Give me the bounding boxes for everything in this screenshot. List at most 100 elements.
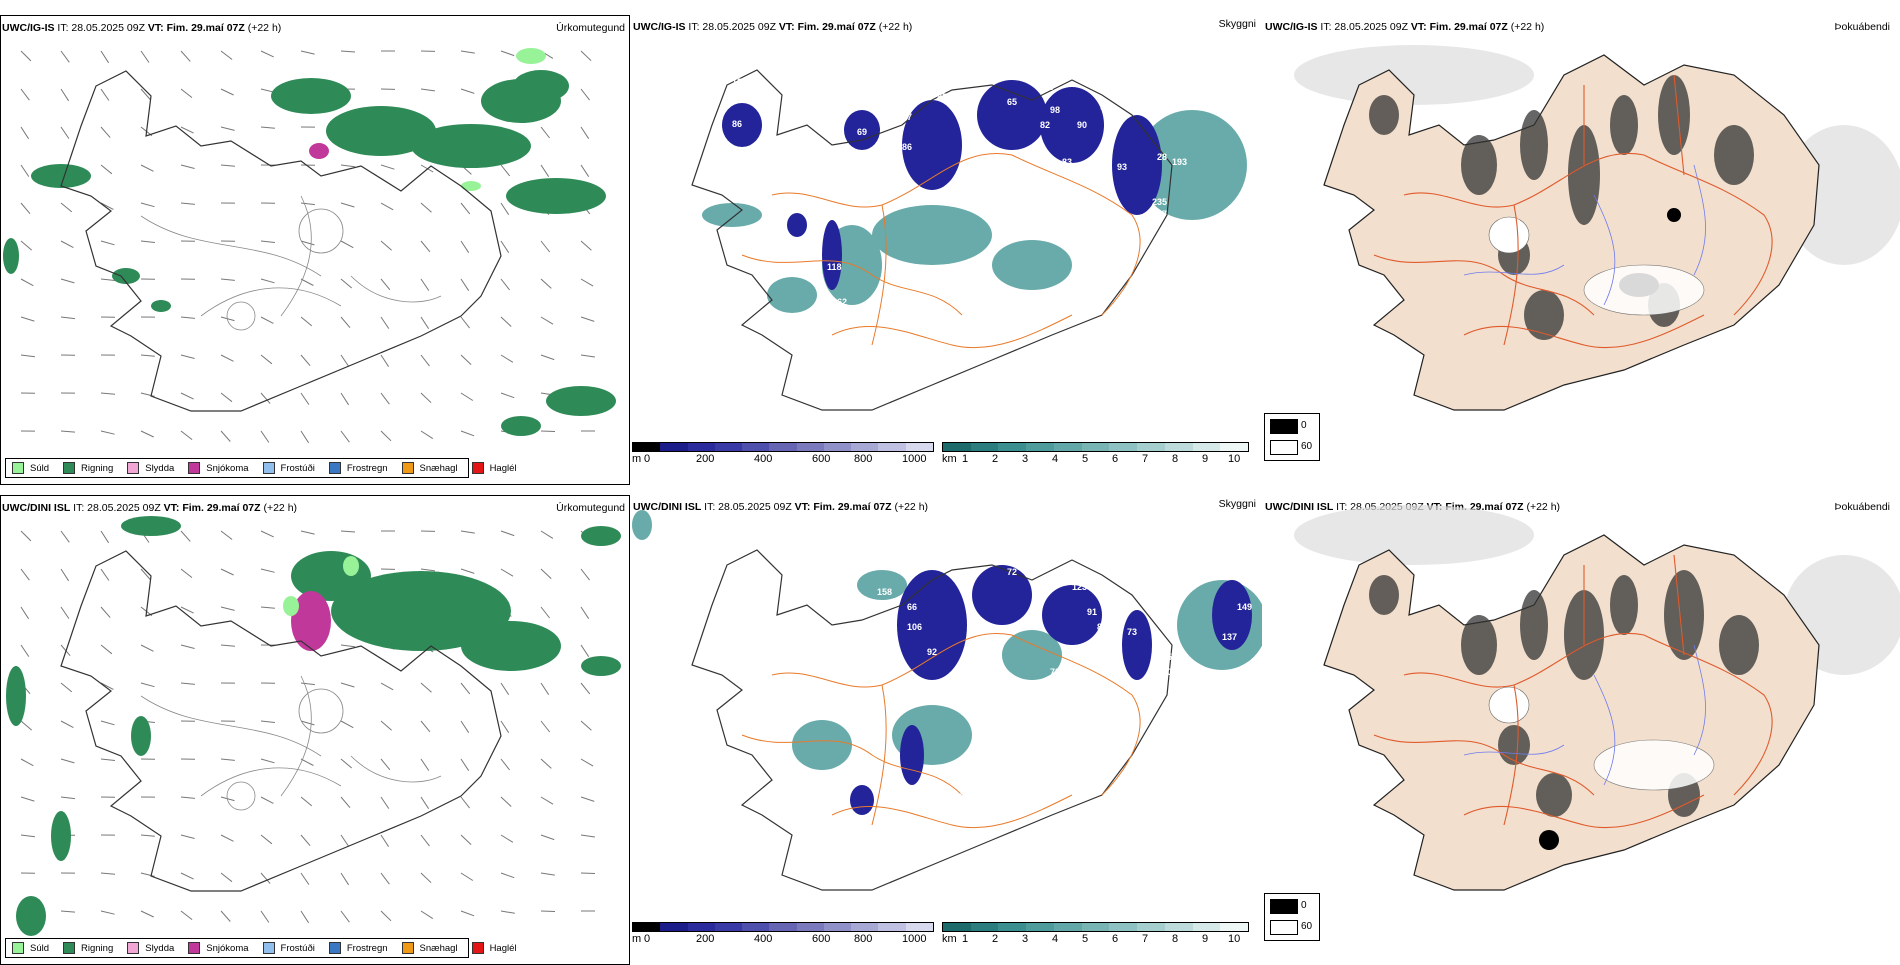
wind-barb (341, 645, 355, 647)
wind-barb (421, 797, 429, 809)
wind-barb (221, 645, 235, 646)
wind-barb (21, 607, 29, 619)
wind-barb (21, 89, 29, 100)
wind-barb (21, 317, 34, 321)
wind-barb (101, 431, 115, 434)
legend-item-slydda: Slydda (127, 942, 174, 954)
colorbar-unit: km (942, 933, 957, 945)
wind-barb (461, 393, 473, 401)
visibility-colorbar-ramp (942, 442, 1249, 452)
wind-barb (381, 355, 389, 367)
wind-barb (581, 721, 591, 730)
wind-barb (581, 51, 591, 61)
wind-barb (501, 797, 511, 807)
wind-barb (101, 531, 109, 543)
wind-barb (101, 569, 109, 581)
wind-barb (421, 911, 433, 919)
colorbar-tick: 3 (1022, 453, 1028, 465)
cloud-base-label: 118 (827, 262, 842, 272)
cloud-base-panel-bottom: UWC/DINI ISL IT: 28.05.2025 09Z VT: Fim.… (632, 495, 1262, 965)
colorbar-unit: m (632, 453, 641, 465)
wind-barb (21, 51, 31, 61)
wind-barb (221, 759, 235, 760)
legend-item-rigning: Rigning (63, 462, 113, 474)
wind-barb (21, 165, 29, 177)
wind-barb (261, 531, 274, 537)
wind-barb (341, 531, 355, 532)
wind-barb (341, 835, 349, 847)
cloud-base-label: 63 (902, 822, 912, 832)
colorbar-tick: 400 (754, 933, 772, 945)
legend-item-frostudi: Frostúði (263, 942, 315, 954)
wind-barb (301, 759, 313, 766)
wind-barb (541, 127, 550, 138)
wind-barb (501, 279, 510, 290)
wind-barb (461, 203, 470, 214)
wind-barb (461, 911, 474, 916)
cloud-base-label: 47 (1032, 217, 1042, 227)
colorbar-tick: 800 (854, 453, 872, 465)
fog-index-legend: 0 60 (1264, 413, 1320, 461)
swatch (127, 942, 139, 954)
cloud-base-panel-top: UWC/IG-IS IT: 28.05.2025 09Z VT: Fim. 29… (632, 15, 1262, 485)
wind-barb (421, 873, 431, 883)
wind-barb (581, 569, 590, 580)
cloud-base-label: 149 (1237, 602, 1252, 612)
fog-legend-swatch-0 (1270, 899, 1298, 914)
wind-barb (581, 165, 589, 177)
wind-barb (461, 569, 474, 573)
wind-barb (541, 721, 550, 732)
colorbar-tick: 600 (812, 933, 830, 945)
wind-barb (261, 51, 274, 57)
wind-barb (501, 203, 509, 215)
wind-barb (501, 51, 514, 56)
wind-barb (501, 241, 509, 253)
wind-barb (341, 51, 355, 52)
wind-barb (301, 203, 315, 205)
wind-barb (421, 317, 429, 329)
wind-barb (541, 835, 554, 840)
wind-barb (141, 431, 154, 437)
wind-barb (301, 911, 309, 923)
wind-barb (461, 835, 471, 845)
cloud-base-label: 158 (877, 587, 892, 597)
cloud-base-colorbar: m 0 200 400 600 800 1000 (632, 922, 942, 950)
fog-legend-label: 0 (1301, 420, 1307, 431)
wind-barb (221, 355, 234, 361)
wind-barb (61, 89, 69, 101)
wind-barb (21, 241, 32, 250)
wind-barb (101, 721, 115, 725)
wind-barb (541, 911, 555, 912)
colorbar-tick: 200 (696, 453, 714, 465)
wind-barb (101, 241, 115, 245)
wind-barb (181, 431, 192, 440)
wind-barb (221, 531, 232, 540)
legend-label: Frostúði (281, 943, 315, 954)
legend-label: Snæhagl (420, 943, 458, 954)
cloud-base-label: 58 (1167, 652, 1177, 662)
wind-barb (261, 317, 273, 323)
wind-barb (421, 203, 432, 212)
swatch (263, 462, 275, 474)
precip-type-legend: Súld Rigning Slydda Snjókoma Frostúði Fr… (5, 938, 469, 958)
wind-barb (341, 165, 355, 167)
wind-barb (581, 873, 595, 874)
wind-barb (101, 127, 110, 138)
colorbar-tick: 5 (1082, 453, 1088, 465)
wind-barb (381, 241, 392, 250)
swatch (472, 942, 484, 954)
wind-barb (541, 873, 555, 875)
legend-item-snaehagl: Snæhagl (402, 462, 458, 474)
wind-barb (21, 127, 29, 139)
wind-barb (221, 431, 230, 442)
wind-barb (101, 89, 109, 101)
wind-barb (341, 355, 349, 367)
cloud-base-label: 27 (832, 347, 842, 357)
legend-label: Slydda (145, 943, 174, 954)
wind-barb (501, 165, 510, 176)
legend-item-haglel: Haglél (472, 942, 517, 954)
wind-barb (341, 317, 350, 328)
wind-barb (301, 431, 309, 443)
wind-barb (141, 393, 155, 396)
wind-barb (461, 531, 475, 533)
